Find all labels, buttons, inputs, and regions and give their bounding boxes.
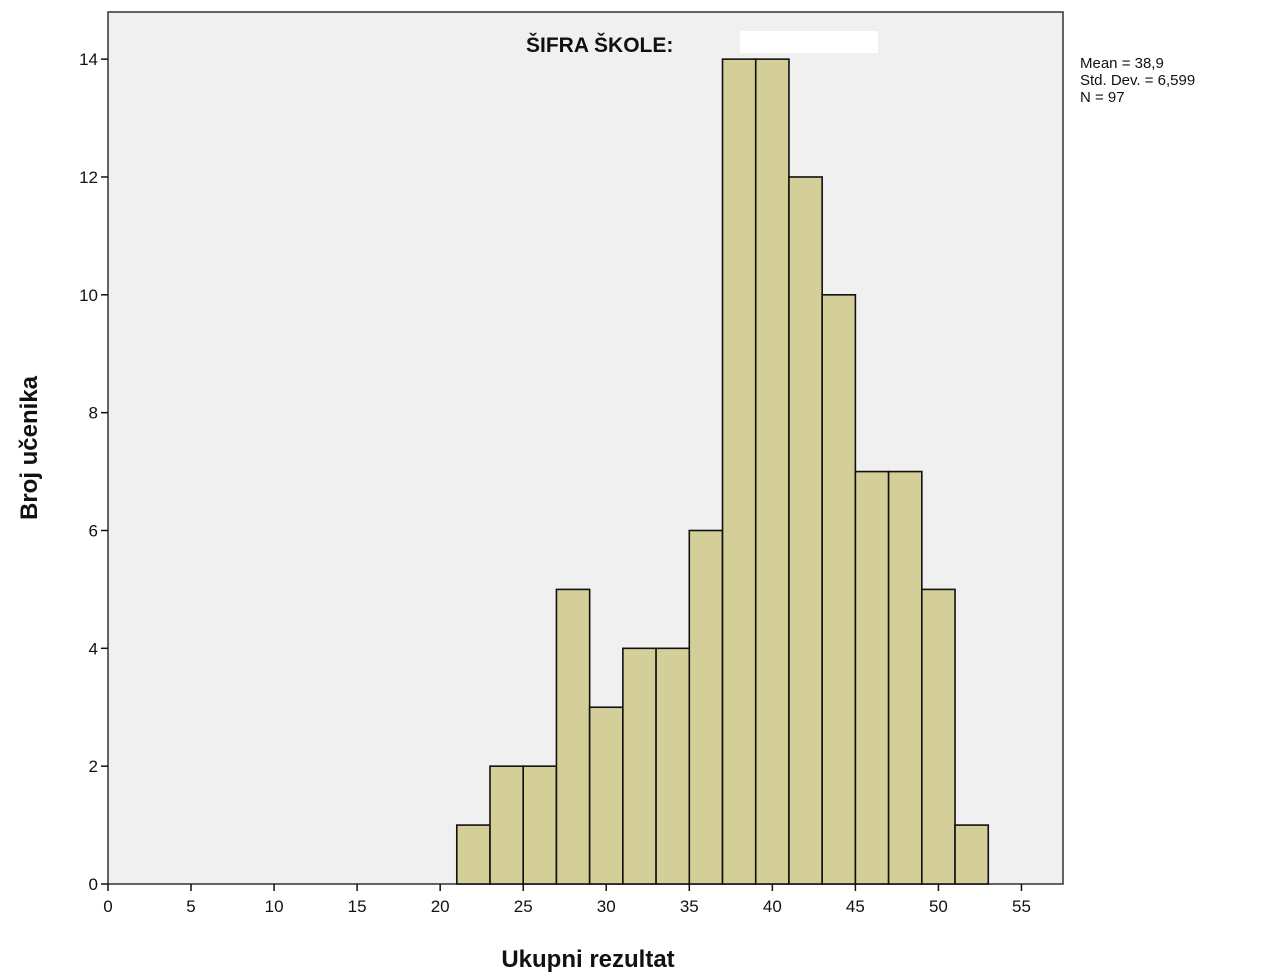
y-tick-label: 2: [89, 757, 98, 776]
histogram-bar: [854, 470, 890, 885]
stat-n: N = 97: [1080, 89, 1125, 106]
x-tick-label: 10: [265, 897, 284, 916]
x-tick-label: 50: [929, 897, 948, 916]
x-tick-label: 20: [431, 897, 450, 916]
histogram-bar: [655, 647, 691, 885]
histogram-bar: [954, 824, 990, 885]
histogram-bar: [721, 58, 757, 885]
histogram-bar: [688, 529, 724, 885]
histogram-bar: [788, 176, 823, 885]
x-tick-label: 15: [348, 897, 367, 916]
y-tick-label: 6: [89, 521, 98, 540]
y-tick-label: 10: [79, 286, 98, 305]
histogram-bar: [555, 588, 591, 885]
x-tick-label: 55: [1012, 897, 1031, 916]
y-tick-label: 0: [89, 875, 98, 894]
y-axis-title: Broj učenika: [16, 375, 43, 520]
histogram-bar: [821, 294, 857, 885]
x-axis: 0 5 10 15 20 25 30 35 40 45 50 55: [103, 884, 1031, 916]
y-tick-label: 4: [89, 639, 98, 658]
x-tick-label: 5: [186, 897, 195, 916]
y-tick-label: 14: [79, 50, 98, 69]
x-tick-label: 0: [103, 897, 112, 916]
histogram-bar: [622, 647, 657, 885]
y-tick-label: 12: [79, 168, 98, 187]
histogram-bar: [522, 765, 558, 885]
chart-title: ŠIFRA ŠKOLE:: [526, 33, 673, 57]
histogram-bar: [887, 470, 923, 885]
x-tick-label: 30: [597, 897, 616, 916]
stat-std-dev: Std. Dev. = 6,599: [1080, 72, 1196, 89]
histogram-bar: [588, 706, 624, 885]
x-tick-label: 40: [763, 897, 782, 916]
histogram-bar: [489, 765, 525, 885]
histogram-bar: [754, 58, 790, 885]
stats-box: Mean = 38,9 Std. Dev. = 6,599 N = 97: [1080, 55, 1195, 106]
bars-group: [455, 58, 990, 885]
x-tick-label: 45: [846, 897, 865, 916]
y-axis: 0 2 4 6 8 10 12 14: [79, 50, 108, 894]
redacted-school-code: [740, 31, 878, 53]
stat-mean: Mean = 38,9: [1080, 55, 1164, 72]
x-axis-title: Ukupni rezultat: [501, 946, 674, 973]
histogram-bar: [455, 824, 491, 885]
x-tick-label: 25: [514, 897, 533, 916]
y-tick-label: 8: [89, 404, 98, 423]
x-tick-label: 35: [680, 897, 699, 916]
histogram-bar: [921, 588, 956, 885]
